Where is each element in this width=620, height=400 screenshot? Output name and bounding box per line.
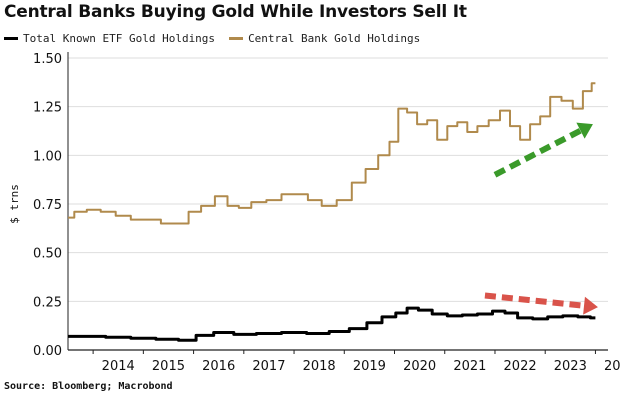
trend-arrow-down-head <box>583 296 598 315</box>
trend-arrow-down <box>484 292 598 315</box>
series-line-etf <box>68 306 596 342</box>
trend-arrow-up-head <box>576 122 593 139</box>
x-tick-label: 2022 <box>504 359 537 374</box>
y-tick-label: 1.00 <box>33 149 62 164</box>
y-axis-label: $ trns <box>8 184 21 224</box>
y-tick-label: 0.75 <box>33 198 62 213</box>
x-tick-label: 2020 <box>403 359 436 374</box>
x-tick-label: 2019 <box>353 359 386 374</box>
legend-label-etf: Total Known ETF Gold Holdings <box>23 31 216 45</box>
y-tick-label: 1.25 <box>33 101 62 116</box>
x-tick-label: 2014 <box>102 359 135 374</box>
x-tick-label: 2017 <box>252 359 285 374</box>
trend-arrow-up <box>493 122 593 178</box>
y-tick-label: 0.00 <box>33 344 62 359</box>
x-axis-ticks: 2014 2015 2016 2017 2018 2019 2020 2021 2022 2023… <box>102 359 620 374</box>
y-tick-label: 0.50 <box>33 247 62 262</box>
axes <box>67 52 608 354</box>
y-tick-label: 1.50 <box>33 52 62 67</box>
legend-item-etf: Total Known ETF Gold Holdings <box>4 32 215 45</box>
x-tick-label: 2015 <box>152 359 185 374</box>
legend-swatch-etf <box>4 36 18 40</box>
x-tick-label: 2016 <box>202 359 235 374</box>
trend-arrows <box>484 122 598 315</box>
y-tick-label: 0.25 <box>33 295 62 310</box>
x-tick-label: 2024 <box>604 359 620 374</box>
trend-arrow-down-shaft <box>484 292 585 309</box>
legend-item-central-bank: Central Bank Gold Holdings <box>229 32 420 45</box>
x-tick-label: 2021 <box>453 359 486 374</box>
gridlines <box>68 57 608 302</box>
y-axis-ticks: 0.00 0.25 0.50 0.75 1.00 1.25 1.50 <box>33 52 62 359</box>
x-tick-label: 2023 <box>554 359 587 374</box>
series-line-central-bank <box>68 82 596 225</box>
x-tick-label: 2018 <box>303 359 336 374</box>
trend-arrow-up-shaft <box>493 127 582 178</box>
legend-swatch-central-bank <box>229 36 244 40</box>
series-lines <box>68 82 596 342</box>
chart-title: Central Banks Buying Gold While Investor… <box>4 2 467 22</box>
legend-label-central-bank: Central Bank Gold Holdings <box>248 31 421 45</box>
chart-legend: Total Known ETF Gold Holdings Central Ba… <box>4 30 434 46</box>
source-note: Source: Bloomberg; Macrobond <box>4 381 173 392</box>
